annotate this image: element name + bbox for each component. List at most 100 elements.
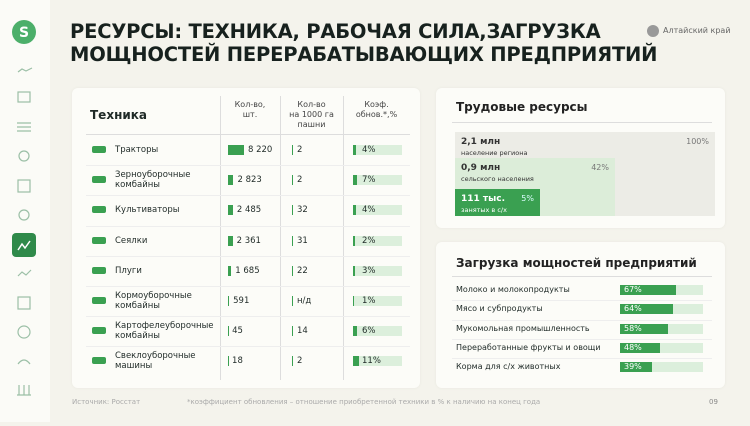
count-bar — [228, 356, 229, 367]
row-icon — [92, 266, 106, 274]
column-separator — [220, 96, 221, 380]
row-name: Картофелеуборочные комбайны — [115, 321, 214, 342]
count-label: 2 361 — [236, 235, 261, 246]
row-icon — [92, 176, 106, 184]
coef-bar — [353, 356, 360, 367]
table-card: Техника Кол-во, шт. Кол-во на 1000 га пашн… — [72, 88, 420, 388]
region: Алтайский край — [663, 26, 731, 35]
row-name: Зерноуборочные комбайны — [115, 170, 191, 191]
coef-label: 7% — [362, 175, 376, 186]
per1000: 14 — [297, 326, 308, 337]
row-icon — [92, 297, 106, 304]
footnote: *коэффициент обновления – отношение прио… — [187, 398, 541, 406]
coef-bar — [353, 265, 356, 276]
capacity-bar — [620, 362, 653, 373]
coef-track — [353, 205, 402, 216]
capacity-label: 58% — [624, 323, 642, 333]
coef-track — [353, 265, 402, 276]
count-bar — [228, 326, 229, 337]
menu-icons[interactable] — [17, 67, 33, 396]
labor-value: 2,1 млн — [461, 137, 501, 147]
row-name: Свеклоуборочные машины — [115, 351, 196, 372]
column-header: Кол-во, шт. — [234, 100, 266, 119]
capacity-name: Переработанные фрукты и овощи — [456, 342, 601, 352]
row-icon — [92, 357, 106, 365]
row-rule — [86, 225, 410, 227]
coef-track — [353, 235, 402, 246]
count-label: 1 685 — [235, 265, 260, 276]
per1000-tick — [292, 175, 293, 186]
per1000: 22 — [297, 265, 308, 276]
row-name: Культиваторы — [115, 205, 180, 216]
title-rule — [452, 276, 712, 277]
column-header: Техника — [90, 108, 148, 122]
labor-label: занятых в с/х — [461, 206, 507, 214]
labor-label: сельского населения — [461, 175, 534, 183]
row-rule — [86, 346, 410, 348]
row-rule — [452, 358, 712, 360]
per1000-tick — [292, 235, 293, 246]
count-label: 2 823 — [237, 175, 262, 186]
per1000-tick — [292, 205, 293, 216]
source: Источник: Росстат — [72, 398, 141, 406]
capacity-bar — [620, 285, 676, 295]
page-number: 09 — [709, 398, 718, 406]
row-icon — [92, 146, 106, 153]
count-label: 591 — [233, 296, 250, 306]
active-menu[interactable] — [12, 233, 36, 257]
row-rule — [86, 165, 410, 167]
per1000: н/д — [297, 296, 312, 306]
card-title: Загрузка мощностей предприятий — [456, 256, 697, 270]
column-header: Кол-во на 1000 га пашни — [289, 100, 334, 129]
per1000-tick — [292, 356, 293, 367]
row-rule — [86, 195, 410, 197]
row-rule — [86, 255, 410, 257]
row-name: Сеялки — [115, 235, 148, 246]
title: РЕСУРСЫ: ТЕХНИКА, РАБОЧАЯ СИЛА,ЗАГРУЗКА … — [70, 20, 658, 66]
row-name: Тракторы — [115, 145, 159, 155]
capacity-card: Загрузка мощностей предприятий Молоко и м… — [436, 242, 725, 388]
coef-track — [353, 356, 402, 367]
count-bar — [228, 265, 232, 276]
coef-bar — [353, 326, 357, 337]
column-separator — [280, 96, 281, 380]
column-separator — [343, 96, 344, 380]
labor-share: 42% — [591, 163, 609, 172]
title-rule — [452, 122, 712, 123]
count-bar — [228, 296, 230, 306]
row-rule — [452, 319, 712, 321]
labor-share: 100% — [686, 137, 709, 146]
per1000: 31 — [297, 235, 308, 246]
coef-label: 1% — [362, 296, 376, 306]
per1000: 32 — [297, 205, 308, 216]
coef-label: 3% — [362, 265, 376, 276]
sidebar: S — [0, 0, 50, 422]
row-rule — [452, 300, 712, 302]
capacity-track — [620, 362, 703, 373]
capacity-label: 64% — [624, 304, 642, 314]
count-label: 8 220 — [248, 145, 273, 155]
per1000: 2 — [297, 356, 303, 367]
per1000-tick — [292, 265, 293, 276]
per1000-tick — [292, 326, 293, 337]
coef-bar — [353, 205, 356, 216]
coef-track — [353, 326, 402, 337]
logo — [12, 20, 36, 44]
labor-share: 5% — [521, 194, 534, 203]
labor-value: 111 тыс. — [461, 194, 506, 204]
row-rule — [86, 316, 410, 318]
row-rule — [452, 338, 712, 340]
labor-box — [455, 189, 540, 216]
per1000-tick — [292, 145, 293, 155]
count-bar — [228, 175, 234, 186]
coef-bar — [353, 145, 356, 155]
count-label: 45 — [232, 326, 243, 337]
count-label: 18 — [232, 356, 243, 367]
capacity-bar — [620, 342, 660, 353]
capacity-label: 48% — [624, 342, 642, 352]
capacity-bar — [620, 304, 674, 315]
capacity-name: Мясо и субпродукты — [456, 304, 543, 314]
count-bar — [228, 235, 233, 246]
per1000-tick — [292, 296, 293, 306]
